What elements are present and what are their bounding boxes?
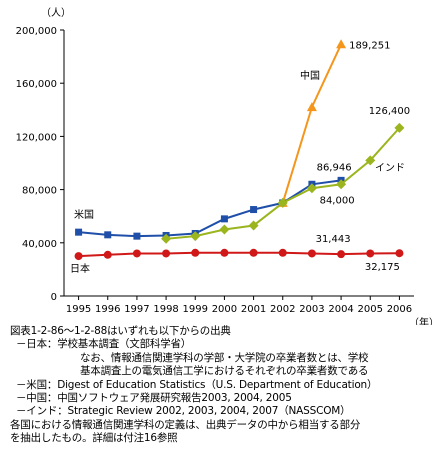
data-point	[103, 250, 112, 259]
y-tick-label: 40,000	[22, 239, 57, 250]
chart-series	[74, 39, 405, 261]
data-point	[220, 248, 229, 257]
us-source: －米国：Digest of Education Statistics（U.S. …	[16, 378, 378, 391]
x-tick-label: 1997	[124, 304, 149, 315]
series-name-label: 日本	[70, 262, 90, 275]
data-point	[337, 250, 346, 259]
y-tick-label: 160,000	[16, 79, 57, 90]
data-point	[162, 249, 171, 258]
data-point	[75, 228, 83, 236]
data-point	[336, 39, 347, 49]
footer-note-2: を抽出したもの。詳細は付注16参照	[10, 432, 178, 445]
data-point	[306, 102, 317, 112]
source-notes: 図表1-2-86～1-2-88はいずれも以下からの出典 －日本：学校基本調査（文…	[10, 325, 438, 446]
data-point	[395, 249, 404, 258]
series-name-label: インド	[375, 163, 405, 174]
data-label: 84,000	[320, 195, 355, 206]
data-label: 126,400	[369, 106, 410, 117]
x-tick-label: 2005	[358, 304, 383, 315]
x-tick-label: 1999	[183, 304, 208, 315]
japan-note-1: なお、情報通信関連学科の学部・大学院の卒業者数とは、学校	[80, 351, 369, 364]
data-point	[104, 231, 112, 239]
data-point	[366, 249, 375, 258]
y-tick-label: 0	[51, 292, 57, 303]
china-source: －中国：中国ソフトウェア発展研究報告2003, 2004, 2005	[16, 392, 292, 405]
japan-source: －日本：学校基本調査（文部科学省）	[16, 338, 192, 351]
japan-note-2: 基本調査上の電気通信工学におけるそれぞれの卒業者数である	[80, 365, 369, 378]
data-point	[277, 197, 288, 208]
data-point	[365, 155, 376, 166]
data-label: 86,946	[317, 162, 352, 173]
line-chart: 0 40,000 80,000 120,000 160,000 200,000 1995 19…	[16, 7, 439, 325]
data-point	[248, 220, 259, 231]
x-tick-label: 2002	[270, 304, 295, 315]
india-source: －インド：Strategic Review 2002, 2003, 2004, …	[16, 405, 351, 418]
x-tick-label: 2000	[212, 304, 237, 315]
data-point	[306, 183, 317, 194]
data-point	[220, 215, 228, 223]
data-point	[250, 206, 258, 214]
y-tick-label: 200,000	[16, 26, 57, 37]
x-tick-label: 1998	[153, 304, 178, 315]
data-point	[336, 179, 347, 190]
x-tick-label: 2003	[299, 304, 324, 315]
data-point	[74, 252, 83, 261]
chart-axes: 0 40,000 80,000 120,000 160,000 200,000 1995 19…	[16, 7, 439, 325]
data-point	[249, 248, 258, 257]
data-point	[161, 233, 172, 244]
data-label: 189,251	[349, 40, 390, 51]
data-point	[132, 249, 141, 258]
series-name-label: 米国	[74, 208, 94, 221]
series-line	[165, 127, 401, 240]
data-label: 32,175	[365, 262, 400, 273]
series-line	[78, 179, 342, 238]
data-point	[190, 231, 201, 242]
x-tick-label: 2004	[328, 304, 353, 315]
x-tick-label: 2006	[387, 304, 412, 315]
notes-title: 図表1-2-86～1-2-88はいずれも以下からの出典	[10, 325, 231, 337]
x-unit-label: （年）	[409, 316, 439, 325]
series-line	[78, 251, 400, 258]
data-point	[133, 232, 141, 240]
series-line	[281, 43, 342, 204]
y-tick-label: 120,000	[16, 132, 57, 143]
series-name-label: 中国	[300, 69, 320, 82]
x-tick-label: 1996	[95, 304, 120, 315]
data-label: 31,443	[316, 234, 351, 245]
data-point	[394, 122, 405, 133]
data-point	[278, 248, 287, 257]
x-tick-label: 2001	[241, 304, 266, 315]
x-tick-label: 1995	[66, 304, 91, 315]
data-point	[219, 224, 230, 235]
footer-note-1: 各国における情報通信関連学科の定義は、出典データの中から相当する部分	[10, 418, 361, 431]
data-point	[191, 248, 200, 257]
y-unit-label: （人）	[41, 7, 71, 19]
y-tick-label: 80,000	[22, 186, 57, 197]
data-point	[307, 249, 316, 258]
